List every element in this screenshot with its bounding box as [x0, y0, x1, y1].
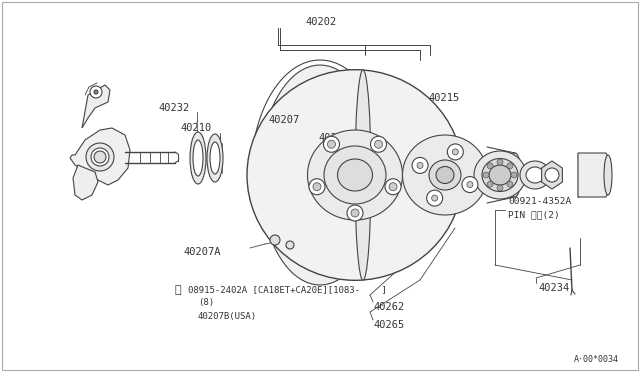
Ellipse shape — [403, 135, 488, 215]
Text: 40207B(USA): 40207B(USA) — [198, 311, 257, 321]
Ellipse shape — [604, 155, 612, 195]
Circle shape — [286, 241, 294, 249]
Ellipse shape — [436, 167, 454, 183]
Circle shape — [511, 172, 517, 178]
Text: 00921-4352A: 00921-4352A — [508, 198, 572, 206]
Ellipse shape — [509, 153, 521, 197]
Circle shape — [309, 179, 325, 195]
Text: 08915-2402A [CA18ET+CA20E][1083-    ]: 08915-2402A [CA18ET+CA20E][1083- ] — [188, 285, 387, 295]
Text: 40234: 40234 — [538, 283, 569, 293]
Circle shape — [487, 163, 493, 169]
Polygon shape — [541, 161, 563, 189]
Polygon shape — [260, 65, 339, 285]
Polygon shape — [73, 165, 98, 200]
Circle shape — [94, 151, 106, 163]
Text: 40215: 40215 — [428, 93, 460, 103]
Text: A·00*0034: A·00*0034 — [574, 356, 619, 365]
Circle shape — [351, 209, 359, 217]
Text: PIN ピン(2): PIN ピン(2) — [508, 211, 560, 219]
Text: 40207: 40207 — [268, 115, 300, 125]
Ellipse shape — [193, 140, 203, 176]
Circle shape — [417, 163, 423, 169]
Ellipse shape — [247, 70, 463, 280]
Text: 40210: 40210 — [180, 123, 211, 133]
Ellipse shape — [91, 148, 109, 166]
Text: (8): (8) — [198, 298, 214, 308]
Text: 40202: 40202 — [305, 17, 336, 27]
Circle shape — [497, 185, 503, 191]
Ellipse shape — [210, 142, 220, 174]
Circle shape — [497, 159, 503, 165]
Text: 40264: 40264 — [433, 178, 464, 188]
Ellipse shape — [190, 132, 206, 184]
Circle shape — [452, 149, 458, 155]
Ellipse shape — [207, 134, 223, 182]
Polygon shape — [578, 153, 608, 197]
Circle shape — [389, 183, 397, 191]
Circle shape — [313, 183, 321, 191]
Text: 40222: 40222 — [318, 133, 349, 143]
Ellipse shape — [86, 143, 114, 171]
Ellipse shape — [474, 151, 526, 199]
Text: ⓦ: ⓦ — [175, 285, 181, 295]
Circle shape — [507, 163, 513, 169]
Ellipse shape — [520, 161, 550, 189]
Circle shape — [545, 168, 559, 182]
Ellipse shape — [307, 130, 403, 220]
Circle shape — [371, 136, 387, 152]
Ellipse shape — [526, 167, 544, 183]
Circle shape — [447, 144, 463, 160]
Circle shape — [328, 140, 335, 148]
Ellipse shape — [489, 165, 511, 185]
Polygon shape — [82, 85, 110, 128]
Circle shape — [507, 181, 513, 187]
Text: 40207A: 40207A — [183, 247, 221, 257]
Circle shape — [412, 157, 428, 173]
Text: 40265: 40265 — [373, 320, 404, 330]
Ellipse shape — [482, 158, 518, 192]
Ellipse shape — [355, 70, 371, 280]
Circle shape — [385, 179, 401, 195]
Circle shape — [427, 190, 443, 206]
Circle shape — [270, 235, 280, 245]
Circle shape — [374, 140, 383, 148]
Polygon shape — [70, 128, 130, 185]
Ellipse shape — [324, 146, 386, 204]
Ellipse shape — [429, 160, 461, 190]
Circle shape — [483, 172, 489, 178]
Circle shape — [467, 182, 473, 187]
Circle shape — [94, 90, 98, 94]
Ellipse shape — [337, 159, 372, 191]
Circle shape — [431, 195, 438, 201]
Text: 40232: 40232 — [158, 103, 189, 113]
Circle shape — [462, 177, 478, 193]
Circle shape — [90, 86, 102, 98]
Circle shape — [487, 181, 493, 187]
Circle shape — [323, 136, 339, 152]
Circle shape — [347, 205, 363, 221]
Text: 40262: 40262 — [373, 302, 404, 312]
